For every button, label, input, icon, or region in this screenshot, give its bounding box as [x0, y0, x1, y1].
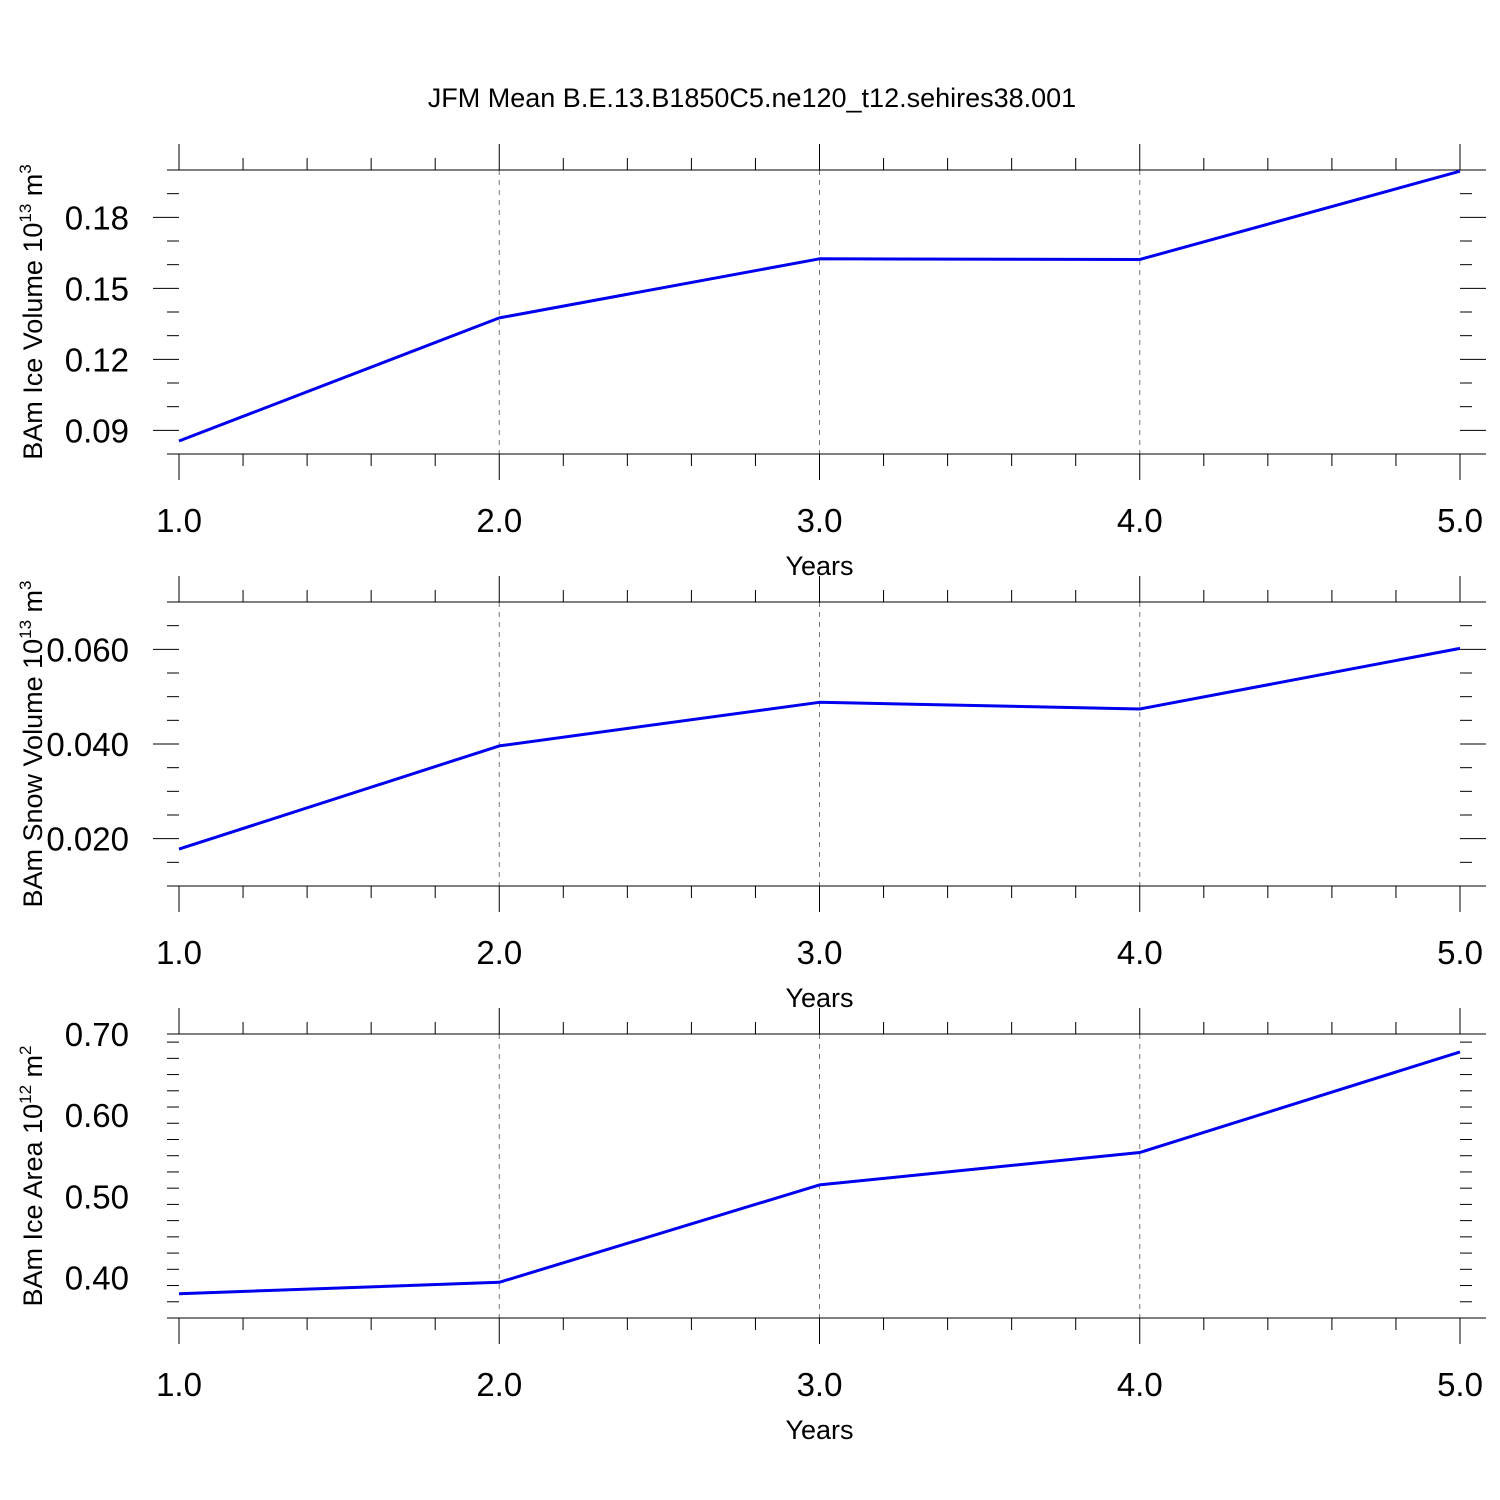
y-tick-label: 0.020 [46, 821, 129, 858]
x-tick-label: 2.0 [476, 1366, 522, 1403]
x-tick-label: 2.0 [476, 502, 522, 539]
x-tick-label: 1.0 [156, 502, 202, 539]
x-tick-label: 1.0 [156, 1366, 202, 1403]
panels: 0.09 0.12 0.15 0.18 1.0 2.0 3.0 4.0 5.0 Years BAm … [16, 144, 1486, 1445]
y-axis-label: BAm Ice Area 1012 m2 [16, 1046, 48, 1307]
x-tick-label: 3.0 [797, 502, 843, 539]
y-tick-label: 0.60 [65, 1097, 129, 1134]
x-tick-label: 4.0 [1117, 502, 1163, 539]
y-tick-label: 0.040 [46, 726, 129, 763]
y-tick-label: 0.060 [46, 631, 129, 668]
x-tick-label: 4.0 [1117, 934, 1163, 971]
x-tick-label: 5.0 [1437, 502, 1483, 539]
x-axis-label: Years [785, 1415, 853, 1445]
data-series-line [178, 646, 1461, 851]
x-tick-label: 2.0 [476, 934, 522, 971]
y-tick-label: 0.09 [65, 412, 129, 449]
x-tick-label: 3.0 [797, 934, 843, 971]
x-tick-label: 4.0 [1117, 1366, 1163, 1403]
y-tick-label: 0.12 [65, 341, 129, 378]
x-tick-label: 3.0 [797, 1366, 843, 1403]
panel-1: 0.090.120.150.181.0 2.0 3.0 4.0 5.0YearsBAm … [16, 144, 1486, 581]
y-tick-label: 0.15 [65, 270, 129, 307]
y-tick-label: 0.18 [65, 199, 129, 236]
data-series-line [178, 1050, 1461, 1296]
x-tick-label: 1.0 [156, 934, 202, 971]
x-tick-label: 5.0 [1437, 934, 1483, 971]
y-tick-label: 0.50 [65, 1178, 129, 1215]
y-axis-label: BAm Snow Volume 1013 m3 [16, 580, 48, 907]
panel-3: 0.40 0.50 0.60 0.70 1.0 2.0 3.0 4.0 5.0 Years BAm … [16, 1008, 1486, 1445]
y-axis-label: BAm Ice Volume 1013 m3 [16, 164, 48, 460]
data-series-line [178, 169, 1461, 443]
x-tick-label: 5.0 [1437, 1366, 1483, 1403]
y-tick-label: 0.70 [65, 1016, 129, 1053]
figure-title: JFM Mean B.E.13.B1850C5.ne120_t12.sehire… [428, 83, 1076, 113]
y-tick-label: 0.40 [65, 1259, 129, 1296]
